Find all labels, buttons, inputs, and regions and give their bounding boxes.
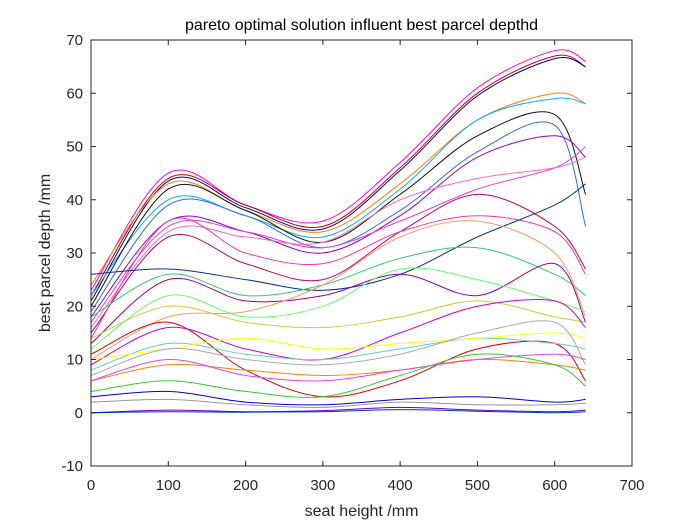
series-line-9 [90, 146, 586, 323]
y-axis-label: best parcel depth /mm [37, 174, 54, 332]
series-line-25 [90, 353, 586, 382]
series-line-7 [90, 121, 587, 312]
x-tick-label: 300 [310, 477, 335, 494]
series-line-2 [90, 54, 586, 296]
series-line-20 [90, 299, 586, 366]
series-line-11 [90, 193, 587, 334]
x-tick-label: 200 [233, 477, 258, 494]
y-tick-label: 30 [66, 245, 83, 262]
y-tick-label: 60 [66, 85, 83, 102]
x-tick-label: 700 [619, 477, 644, 494]
series-line-30 [90, 409, 586, 414]
series-line-21 [90, 337, 586, 371]
series-line-23 [90, 320, 587, 376]
y-tick-label: 40 [66, 192, 83, 209]
x-tick-label: 100 [156, 477, 181, 494]
plot-lines [90, 49, 587, 414]
series-line-14 [90, 246, 586, 318]
series-line-26 [90, 353, 586, 398]
series-line-15 [90, 262, 587, 344]
series-line-5 [90, 97, 586, 296]
y-tick-label: 70 [66, 32, 83, 49]
series-line-28 [90, 398, 586, 408]
y-tick-label: 10 [66, 352, 83, 369]
x-axis-label: seat height /mm [305, 503, 419, 520]
series-line-6 [90, 111, 587, 307]
y-tick-label: 50 [66, 139, 83, 156]
x-tick-label: 500 [465, 477, 490, 494]
x-tick-label: 400 [388, 477, 413, 494]
y-tick-label: -10 [61, 458, 83, 475]
series-line-16 [90, 220, 587, 360]
series-line-10 [90, 156, 586, 328]
series-line-4 [90, 92, 586, 286]
series-line-3 [90, 57, 586, 302]
x-tick-label: 0 [87, 477, 95, 494]
chart-title: pareto optimal solution influent best pa… [185, 17, 538, 34]
x-tick-label: 600 [542, 477, 567, 494]
y-tick-label: 0 [75, 405, 83, 422]
y-axis-ticks: -10 0 10 20 30 40 50 60 70 [61, 32, 632, 475]
series-line-29 [90, 406, 586, 414]
series-line-1 [90, 49, 586, 291]
series-line-24 [90, 358, 586, 382]
series-line-27 [90, 390, 586, 406]
series-line-12 [90, 215, 587, 339]
x-axis-ticks: 0 100 200 300 400 500 600 700 [87, 40, 645, 494]
series-line-17 [90, 267, 586, 350]
series-line-18 [90, 300, 586, 339]
y-tick-label: 20 [66, 298, 83, 315]
